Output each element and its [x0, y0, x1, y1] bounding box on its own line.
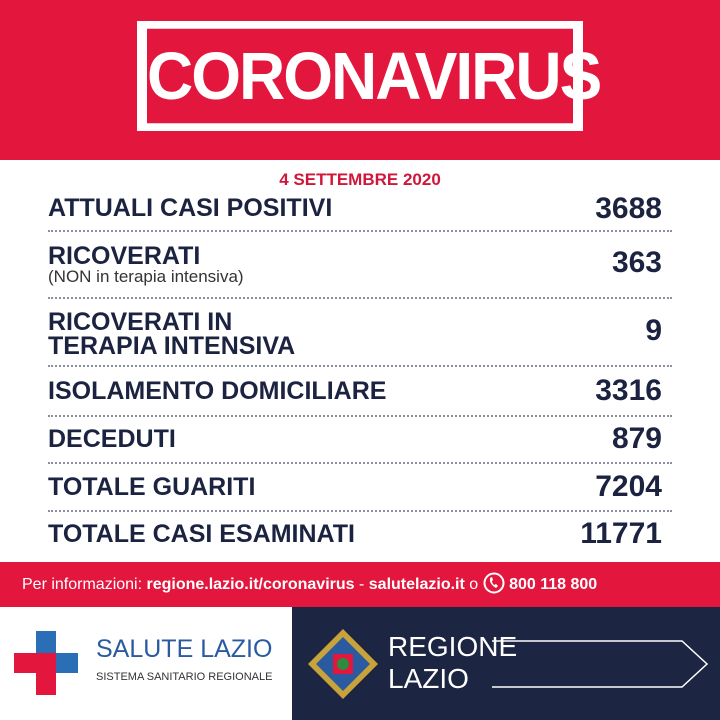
row-value: 363: [611, 246, 662, 279]
row-label-line: RICOVERATI IN: [48, 308, 233, 336]
row-value: 9: [645, 314, 662, 347]
title: CORONAVIRUS: [147, 28, 602, 124]
separator: [48, 415, 672, 417]
info-or: o: [469, 576, 479, 593]
row-value: 3688: [595, 192, 662, 225]
row-label: ATTUALI CASI POSITIVI: [48, 194, 333, 222]
row-label: TOTALE GUARITI: [48, 473, 256, 501]
brand-line: LAZIO: [388, 663, 469, 694]
row-value: 7204: [595, 470, 662, 503]
date: 4 SETTEMBRE 2020: [279, 170, 441, 189]
info-prefix: Per informazioni:: [22, 576, 143, 593]
regione-lazio-logo: REGIONE LAZIO: [292, 607, 720, 720]
decor-lines: [492, 640, 709, 688]
row-value: 879: [611, 422, 662, 455]
info-band: Per informazioni: regione.lazio.it/coron…: [0, 562, 720, 607]
separator: [48, 230, 672, 232]
link[interactable]: regione.lazio.it/coronavirus: [146, 576, 355, 593]
row-label: TOTALE CASI ESAMINATI: [48, 520, 355, 548]
row-value: 3316: [595, 374, 662, 407]
separator: [48, 462, 672, 464]
row-label: RICOVERATI IN TERAPIA INTENSIVA: [48, 308, 296, 360]
salute-lazio-logo: SALUTE LAZIO SISTEMA SANITARIO REGIONALE: [0, 607, 292, 720]
phone[interactable]: 800 118 800: [509, 576, 598, 593]
link[interactable]: salutelazio.it: [368, 576, 465, 593]
brand-subtitle: SISTEMA SANITARIO REGIONALE: [96, 671, 273, 683]
phone-icon: [483, 572, 505, 594]
brand-name: SALUTE LAZIO: [96, 635, 273, 663]
cross-icon: [14, 631, 78, 695]
row-label: DECEDUTI: [48, 425, 176, 453]
separator: [48, 510, 672, 512]
separator: [48, 297, 672, 299]
row-value: 11771: [580, 517, 662, 550]
brand-line: REGIONE: [388, 631, 518, 662]
info-dash: -: [359, 576, 365, 593]
row-label: ISOLAMENTO DOMICILIARE: [48, 377, 387, 405]
brand-name: REGIONE LAZIO: [388, 631, 517, 695]
emblem: [308, 629, 378, 699]
separator: [48, 365, 672, 367]
row-label-line: RICOVERATI: [48, 242, 201, 270]
row-label-line: TERAPIA INTENSIVA: [48, 332, 296, 360]
row-note: (NON in terapia intensiva): [48, 267, 244, 286]
row-label: RICOVERATI (NON in terapia intensiva): [48, 244, 244, 286]
